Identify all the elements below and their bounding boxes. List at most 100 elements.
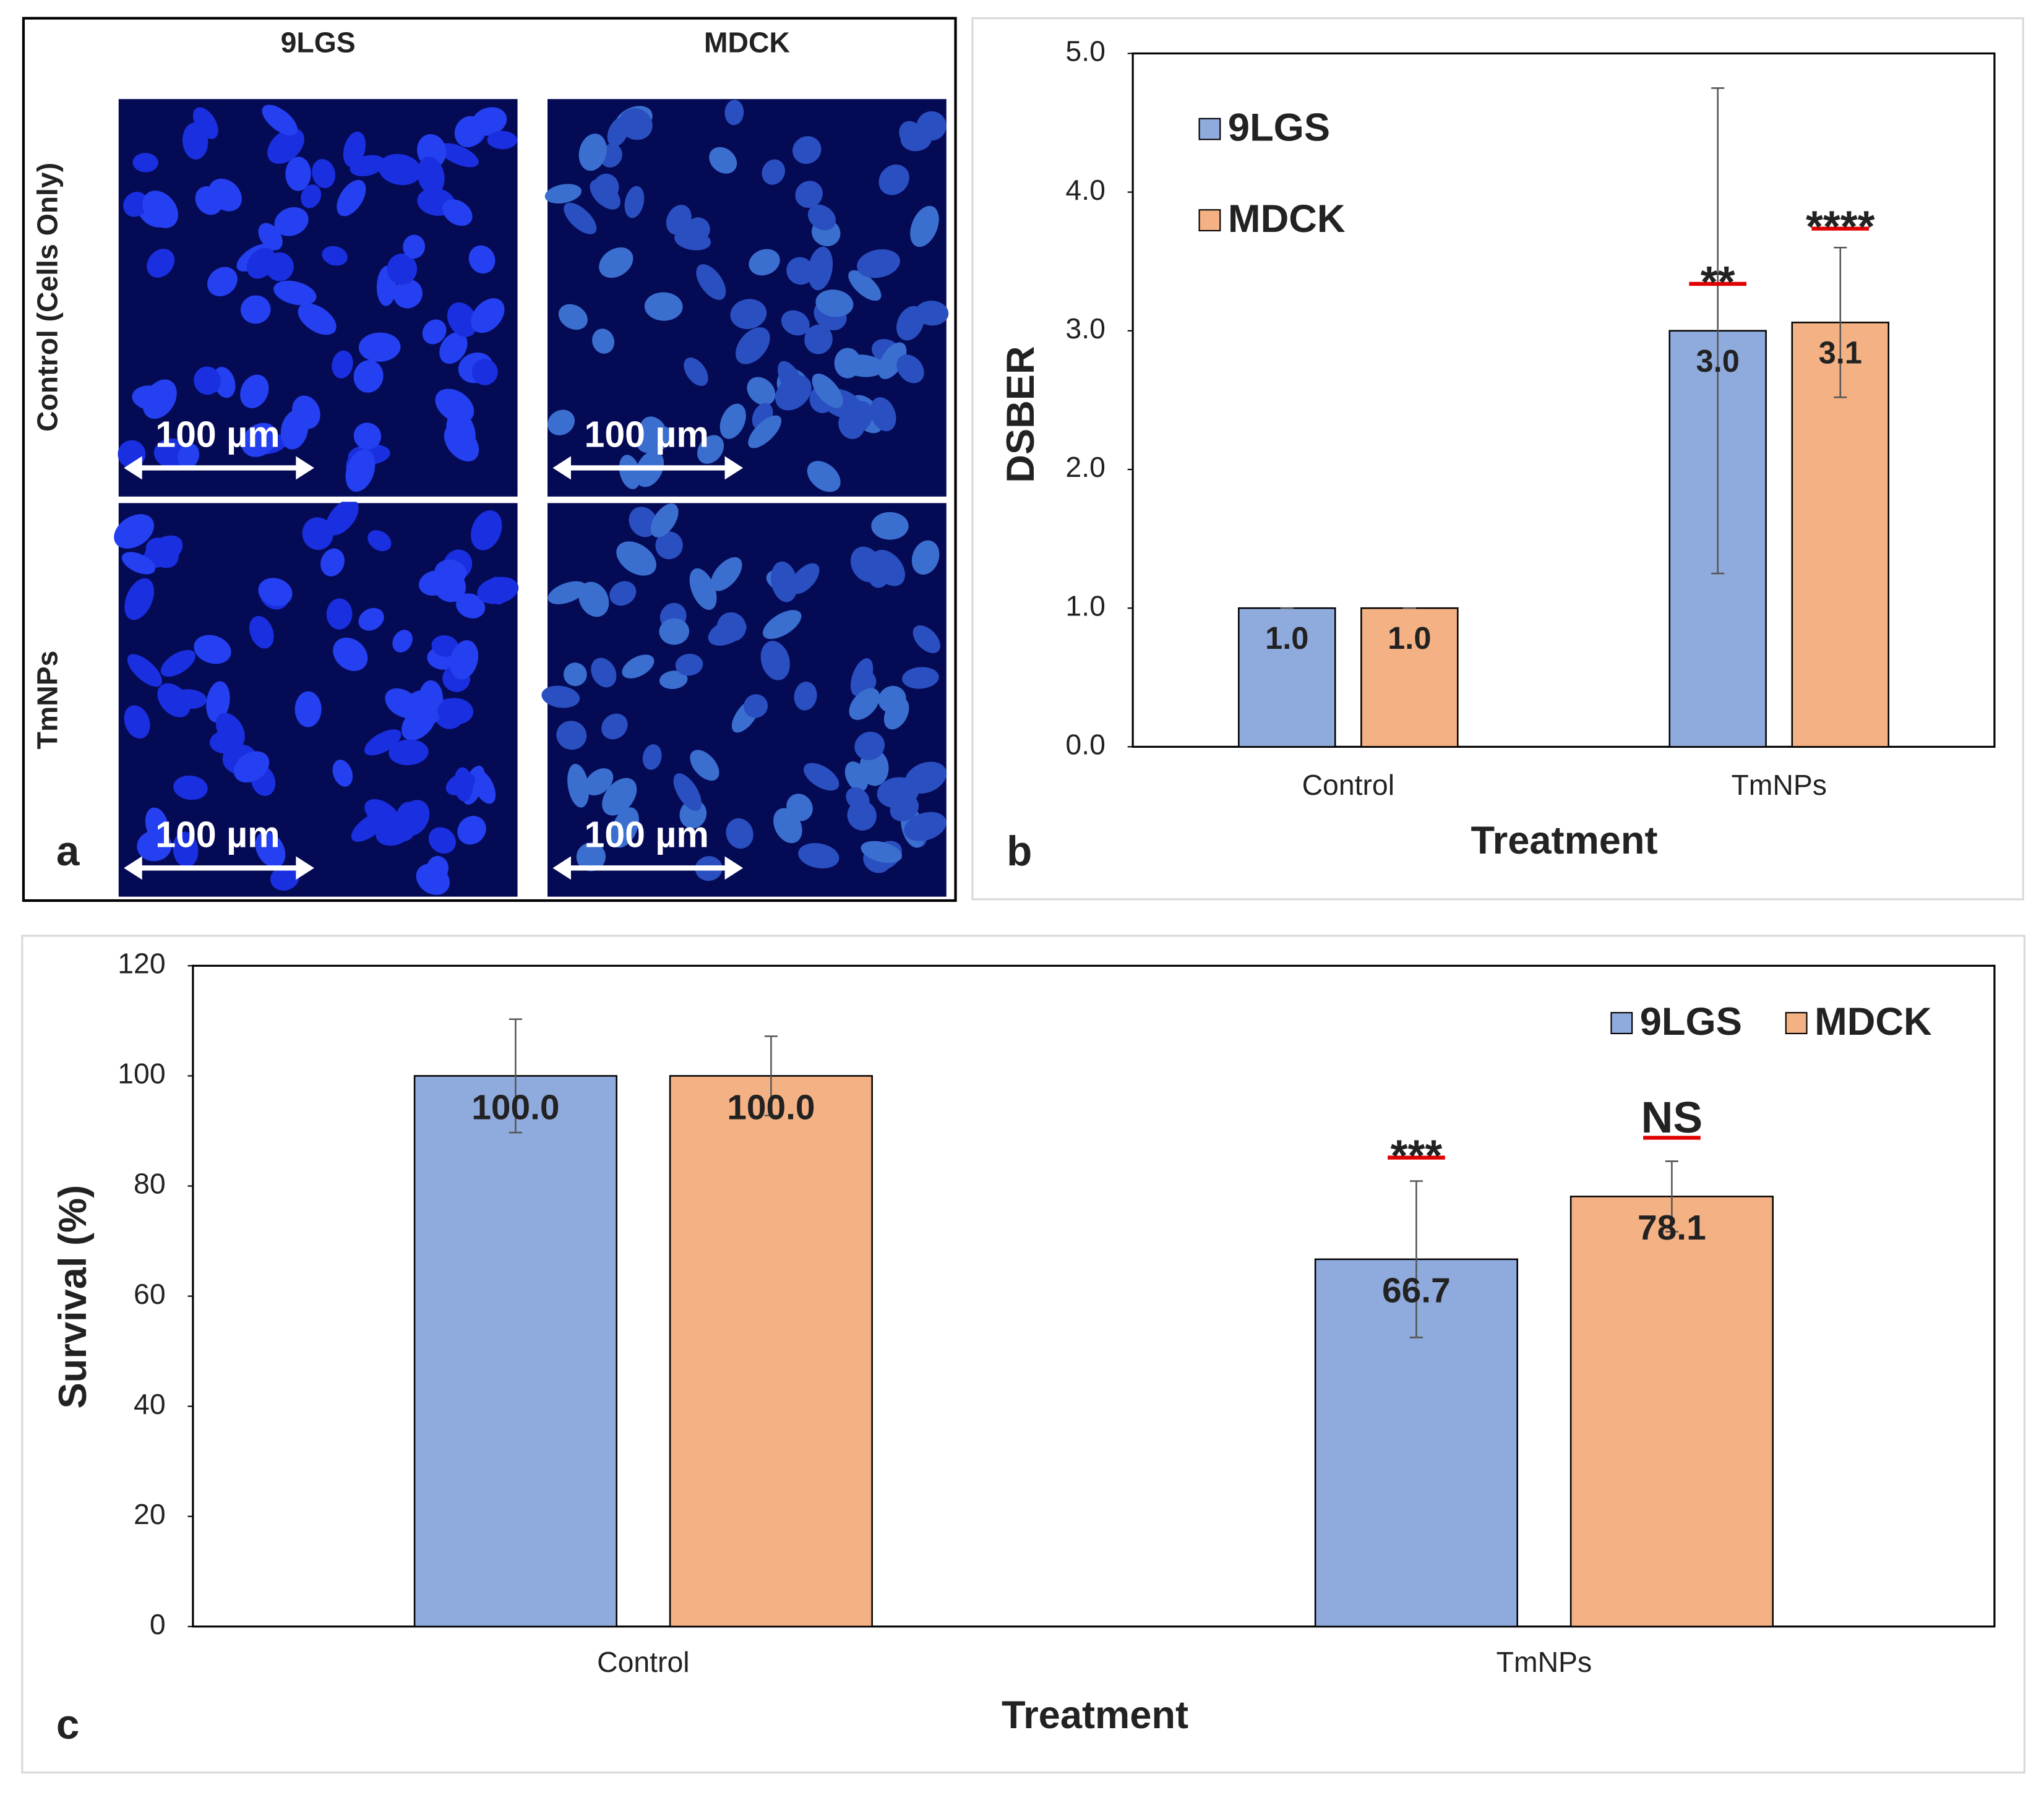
nucleus bbox=[121, 552, 156, 575]
x-tick-label: Control bbox=[597, 1646, 689, 1678]
nucleus bbox=[812, 373, 843, 408]
nucleus bbox=[850, 658, 874, 696]
nucleus bbox=[417, 702, 442, 726]
nucleus bbox=[240, 295, 271, 324]
nucleus bbox=[471, 359, 498, 385]
nucleus bbox=[428, 827, 456, 854]
nucleus bbox=[590, 179, 620, 210]
legend-label: 9LGS bbox=[1640, 1000, 1742, 1043]
nucleus bbox=[157, 683, 191, 717]
x-tick-label: Control bbox=[1302, 769, 1394, 801]
nucleus bbox=[915, 301, 949, 326]
nucleus bbox=[320, 548, 345, 576]
nucleus bbox=[585, 768, 614, 796]
nucleus bbox=[178, 443, 200, 469]
error-bar bbox=[1834, 247, 1847, 398]
nucleus bbox=[124, 705, 150, 739]
panel-label: b bbox=[1007, 828, 1032, 875]
nucleus bbox=[301, 184, 322, 208]
nucleus bbox=[416, 863, 450, 895]
x-axis-label: Treatment bbox=[1471, 819, 1658, 862]
nucleus bbox=[337, 179, 366, 216]
legend-label: 9LGS bbox=[1228, 106, 1330, 149]
nucleus bbox=[794, 682, 817, 711]
value-label: 78.1 bbox=[1638, 1208, 1706, 1248]
nucleus bbox=[332, 350, 353, 379]
nucleus bbox=[848, 270, 882, 301]
nucleus bbox=[450, 640, 479, 680]
nucleus bbox=[804, 763, 840, 791]
nucleus bbox=[807, 461, 841, 492]
nucleus bbox=[563, 662, 587, 687]
error-bar bbox=[509, 1018, 522, 1134]
nucleus bbox=[145, 807, 169, 843]
nucleus bbox=[724, 100, 744, 126]
nucleus bbox=[659, 670, 688, 690]
nucleus bbox=[160, 649, 195, 677]
scale-bar-label: 100 µm bbox=[155, 815, 280, 855]
y-tick-label: 1.0 bbox=[1065, 589, 1105, 622]
bar bbox=[1570, 1196, 1774, 1627]
nucleus bbox=[173, 775, 208, 800]
nucleus bbox=[457, 815, 486, 845]
row-label: Control (Cells Only) bbox=[32, 163, 64, 432]
value-label: 100.0 bbox=[471, 1087, 559, 1127]
nucleus bbox=[642, 744, 662, 770]
nucleus bbox=[878, 164, 909, 195]
bar bbox=[413, 1075, 617, 1627]
nucleus bbox=[576, 842, 606, 872]
nucleus bbox=[786, 794, 813, 821]
nucleus bbox=[808, 246, 833, 291]
y-tick-label: 0 bbox=[150, 1608, 166, 1640]
y-tick-label: 120 bbox=[118, 948, 165, 980]
nucleus bbox=[437, 698, 474, 725]
nucleus bbox=[878, 342, 907, 379]
nucleus bbox=[904, 761, 947, 794]
panel-label: a bbox=[56, 828, 80, 875]
nucleus bbox=[871, 512, 909, 540]
error-bar bbox=[1409, 1180, 1423, 1338]
nucleus bbox=[147, 249, 175, 278]
nucleus bbox=[899, 121, 924, 147]
nucleus bbox=[435, 388, 474, 423]
row-label: TmNPs bbox=[32, 651, 64, 750]
nucleus bbox=[387, 253, 418, 285]
nucleus bbox=[730, 299, 767, 330]
nucleus bbox=[351, 811, 389, 842]
nucleus bbox=[487, 131, 518, 150]
nucleus bbox=[298, 303, 337, 335]
nucleus bbox=[602, 777, 637, 816]
nucleus bbox=[619, 455, 641, 489]
nucleus bbox=[294, 691, 322, 727]
nucleus bbox=[322, 246, 348, 266]
significance-label: *** bbox=[1391, 1131, 1443, 1181]
y-tick-label: 0.0 bbox=[1065, 729, 1105, 761]
nucleus bbox=[541, 685, 580, 708]
error-bar bbox=[1711, 87, 1725, 575]
nucleus bbox=[726, 818, 754, 849]
nucleus bbox=[144, 535, 183, 568]
nucleus bbox=[439, 143, 479, 168]
x-tick-label: TmNPs bbox=[1496, 1646, 1592, 1678]
nucleus bbox=[616, 541, 656, 576]
nucleus bbox=[736, 327, 770, 364]
nucleus bbox=[849, 688, 880, 720]
nucleus bbox=[556, 721, 587, 750]
nucleus bbox=[215, 713, 245, 748]
nucleus bbox=[258, 578, 293, 606]
nucleus bbox=[748, 415, 782, 448]
nucleus bbox=[666, 205, 692, 235]
nucleus bbox=[333, 637, 368, 671]
nucleus bbox=[684, 358, 708, 386]
nucleus bbox=[650, 503, 679, 537]
nucleus bbox=[719, 403, 746, 439]
nucleus bbox=[850, 546, 882, 583]
nucleus bbox=[456, 593, 486, 619]
column-label: 9LGS bbox=[281, 26, 356, 58]
y-axis-label: DSBER bbox=[999, 346, 1042, 482]
nucleus bbox=[792, 136, 822, 164]
nucleus bbox=[124, 578, 155, 620]
y-tick-label: 2.0 bbox=[1065, 451, 1105, 483]
value-label: 3.0 bbox=[1696, 343, 1740, 379]
